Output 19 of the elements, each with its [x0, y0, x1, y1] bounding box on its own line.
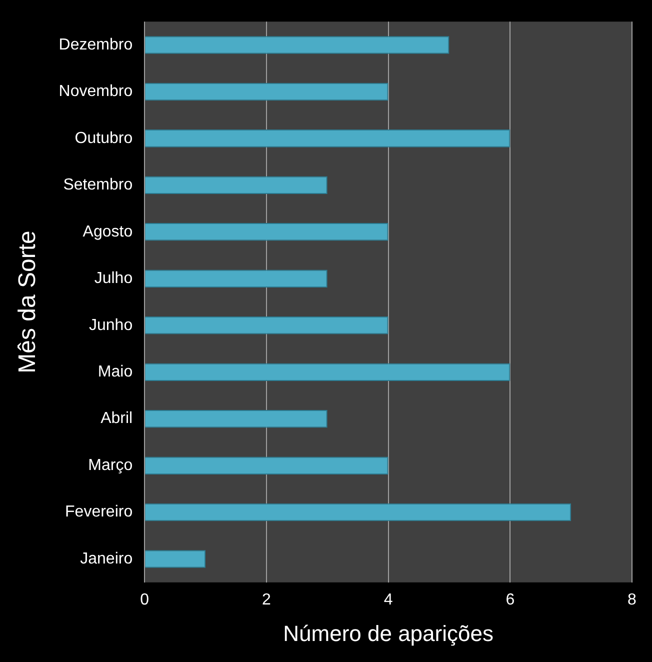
y-tick-label: Maio — [98, 364, 133, 381]
x-tick-label: 0 — [140, 591, 150, 608]
y-tick-label: Setembro — [63, 176, 133, 194]
y-tick-label: Fevereiro — [65, 504, 133, 521]
x-tick-label: 8 — [628, 591, 637, 608]
x-tick-label: 6 — [506, 591, 515, 608]
y-tick-label: Janeiro — [80, 550, 133, 568]
x-axis-title: Número de aparições — [283, 620, 494, 646]
x-tick-label: 2 — [262, 591, 271, 608]
y-tick-label: Novembro — [58, 83, 133, 100]
y-tick-label: Março — [88, 456, 133, 474]
y-tick-label: Agosto — [82, 223, 133, 240]
y-tick-label: Abril — [100, 410, 133, 428]
y-axis-title: Mês da Sorte — [14, 230, 42, 374]
y-tick-label: Dezembro — [58, 36, 133, 54]
y-tick-label: Outubro — [74, 130, 133, 147]
y-tick-label: Junho — [89, 316, 133, 334]
x-tick-label: 4 — [384, 591, 393, 608]
y-tick-label: Julho — [94, 270, 133, 288]
